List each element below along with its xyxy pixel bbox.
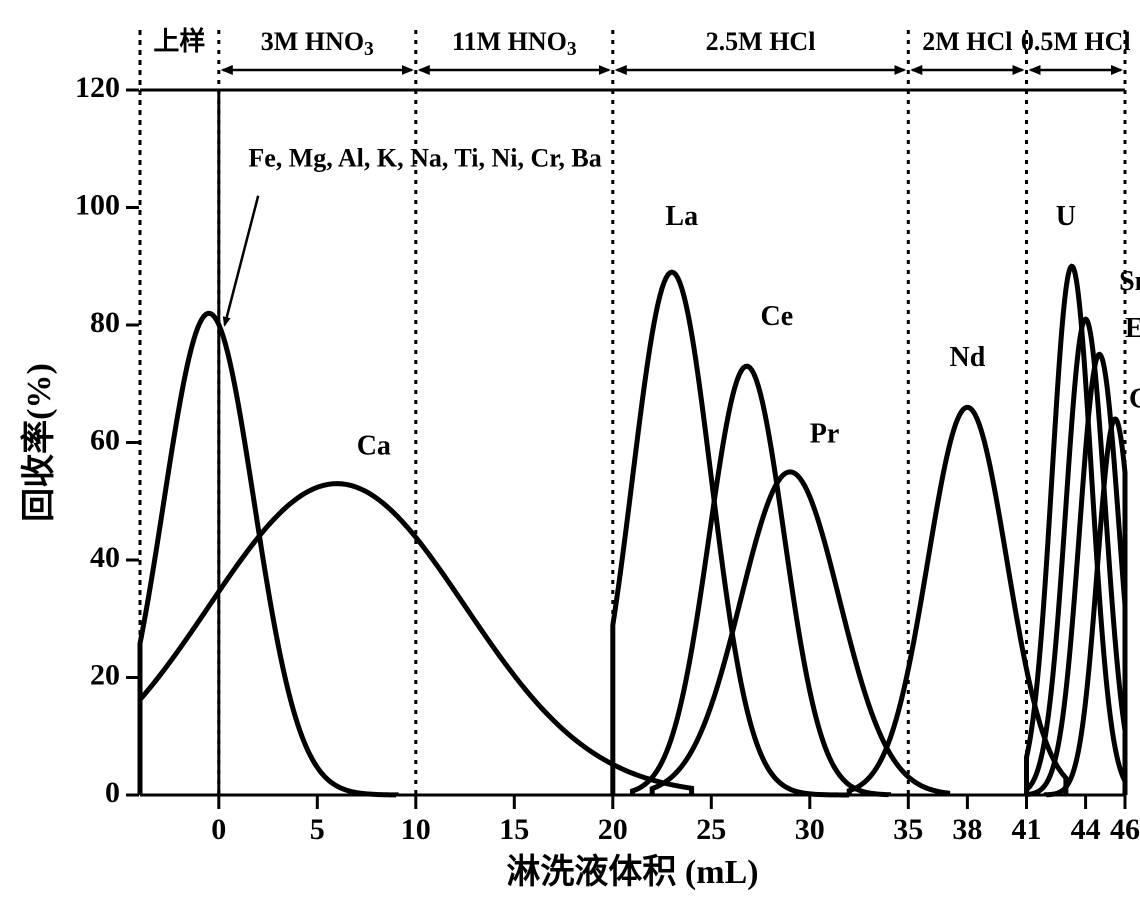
x-tick-label: 20 <box>598 813 628 846</box>
x-tick-label: 0 <box>211 813 226 846</box>
matrix-annotation-arrow <box>225 196 258 325</box>
x-tick-label: 44 <box>1071 813 1101 846</box>
peak-label-la: La <box>665 201 698 232</box>
peak-label-ca: Ca <box>357 430 391 461</box>
region-label: 3M HNO3 <box>261 27 374 60</box>
x-tick-label: 38 <box>952 813 982 846</box>
peak-label-u: U <box>1056 201 1076 232</box>
region-label: 上样 <box>153 26 205 56</box>
peak-matrix <box>140 313 396 795</box>
peak-label-ce: Ce <box>761 301 794 332</box>
x-tick-label: 10 <box>401 813 431 846</box>
peak-label-eu: Eu <box>1125 313 1140 344</box>
peak-ce <box>633 366 889 795</box>
y-tick-label: 0 <box>105 776 120 809</box>
x-tick-label: 30 <box>795 813 825 846</box>
peak-u <box>1027 266 1126 795</box>
region-label: 0.5M HCl <box>1021 27 1131 56</box>
x-tick-label: 15 <box>499 813 529 846</box>
region-label: 2.5M HCl <box>706 27 816 56</box>
x-tick-label: 35 <box>893 813 923 846</box>
elution-chart: 上样 3M HNO3 11M HNO3 2.5M HCl 2M HCl 0.5M HCl 0… <box>0 0 1140 908</box>
peak-label-nd: Nd <box>950 342 986 373</box>
x-tick-label: 5 <box>310 813 325 846</box>
x-tick-label: 25 <box>696 813 726 846</box>
y-tick-label: 40 <box>90 541 120 574</box>
y-axis-label: 回收率(%) <box>20 363 58 522</box>
x-tick-label: 41 <box>1012 813 1042 846</box>
matrix-annotation-text: Fe, Mg, Al, K, Na, Ti, Ni, Cr, Ba <box>248 143 601 172</box>
peak-label-pr: Pr <box>810 419 840 450</box>
x-tick-label: 46 <box>1110 813 1140 846</box>
y-tick-label: 100 <box>75 188 120 221</box>
region-label: 11M HNO3 <box>452 27 577 60</box>
region-label: 2M HCl <box>922 27 1012 56</box>
peak-label-sm: Sm <box>1119 266 1140 297</box>
peak-label-gd: Gd <box>1129 383 1140 414</box>
x-axis-label: 淋洗液体积 (mL) <box>506 853 758 891</box>
y-tick-label: 120 <box>75 71 120 104</box>
y-tick-label: 20 <box>90 658 120 691</box>
y-tick-label: 80 <box>90 306 120 339</box>
y-tick-label: 60 <box>90 423 120 456</box>
